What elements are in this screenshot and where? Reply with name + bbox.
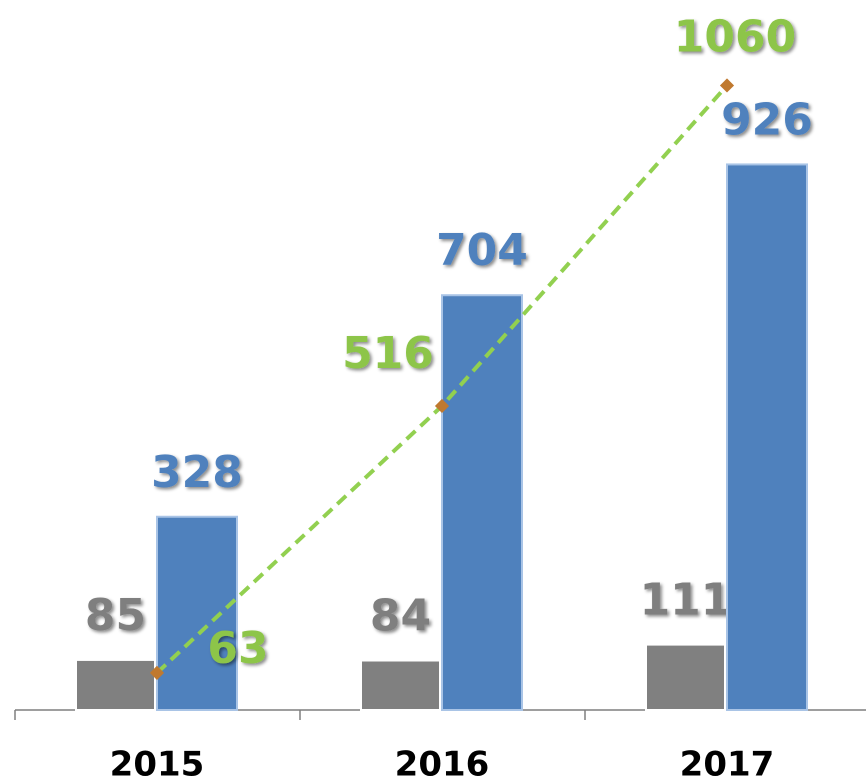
bar [361,661,440,710]
bar [76,660,155,710]
bar [442,295,522,710]
value-label: 328 [151,447,243,498]
marker [720,78,734,92]
value-label: 111 [640,575,732,626]
bar [646,645,725,710]
value-label: 1060 [674,11,796,62]
value-label: 516 [342,328,434,379]
value-label: 85 [85,590,146,641]
bar [727,164,807,710]
value-label: 704 [436,225,528,276]
chart: 2015 2016 2017 85 84 111 328 704 926 63 516 1060 [0,0,866,784]
x-tick-label: 2016 [395,745,490,784]
page: 2015201620178584111328704926635161060 ((… [0,0,866,784]
x-tick-label: 2015 [110,745,205,784]
x-tick-label: 2017 [680,745,775,784]
bar [157,517,237,710]
value-label: 84 [370,591,431,642]
value-label: 63 [207,623,268,674]
value-label: 926 [721,94,813,145]
